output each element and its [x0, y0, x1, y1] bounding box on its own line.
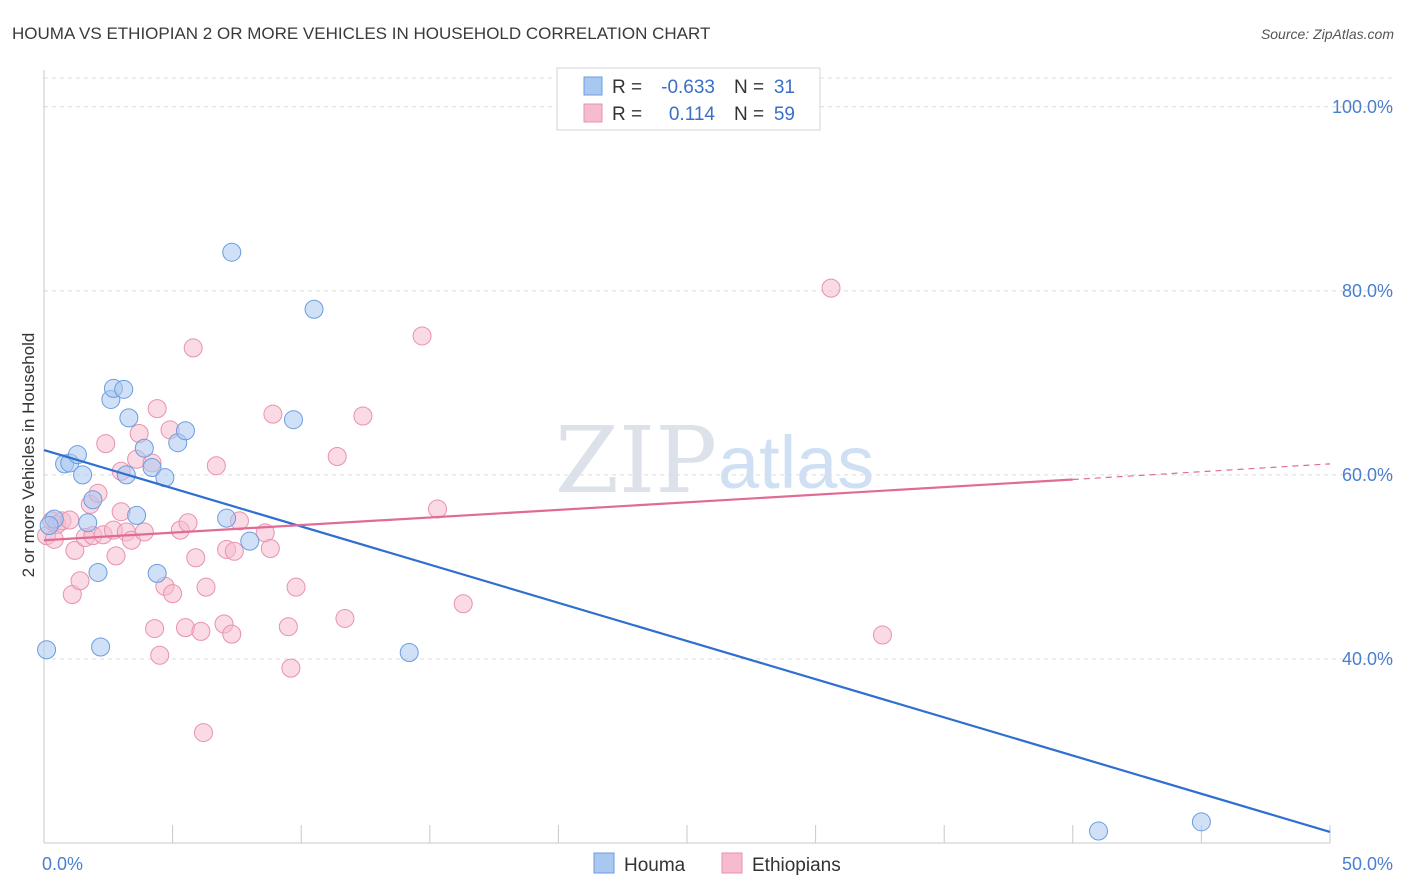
y-tick-label-3: 100.0%: [1332, 97, 1393, 117]
ethiopians-point-46: [263, 404, 283, 424]
houma-points: [37, 242, 1211, 841]
houma-point-8: [88, 562, 108, 582]
ethiopians-point-47: [278, 617, 298, 637]
y-tick-label-1: 60.0%: [1342, 465, 1393, 485]
ethiopians-point-7: [70, 571, 90, 591]
houma-point-15: [127, 505, 147, 525]
houma-point-27: [399, 643, 419, 663]
tick-labels: 40.0% 60.0% 80.0% 100.0% 0.0% 50.0%: [42, 97, 1393, 874]
ethiopians-legend-swatch: [583, 103, 603, 123]
houma-point-26: [304, 299, 324, 319]
ethiopians-point-51: [335, 608, 355, 628]
houma-n-label: N =: [734, 77, 764, 98]
watermark-zip: ZIP: [555, 407, 717, 514]
ethiopians-r-label: R =: [612, 104, 642, 125]
ethiopians-n-label: N =: [734, 104, 764, 125]
ethiopians-point-38: [206, 456, 226, 476]
ethiopians-points: [37, 278, 892, 743]
ethiopians-point-6: [65, 540, 85, 560]
ethiopians-bottom-swatch: [721, 852, 743, 874]
ethiopians-point-53: [412, 326, 432, 346]
houma-point-29: [1191, 812, 1211, 832]
houma-point-28: [1089, 821, 1109, 841]
series-legend: Houma Ethiopians: [593, 852, 841, 876]
ethiopians-point-24: [145, 619, 165, 639]
gridlines: [44, 77, 1392, 660]
y-axis-title: 2 or more Vehicles in Household: [19, 333, 38, 578]
houma-point-5: [73, 465, 93, 485]
ethiopians-point-34: [186, 548, 206, 568]
houma-legend-swatch: [583, 76, 603, 96]
ethiopians-bottom-label: Ethiopians: [752, 855, 841, 876]
ethiopians-r-value: 0.114: [669, 104, 716, 125]
houma-r-value: -0.633: [661, 77, 715, 98]
houma-point-22: [217, 508, 237, 528]
x-tick-label-1: 50.0%: [1342, 854, 1393, 874]
ethiopians-trend-line: [43, 478, 1073, 542]
houma-point-0: [37, 640, 57, 660]
chart-title: HOUMA VS ETHIOPIAN 2 OR MORE VEHICLES IN…: [12, 24, 710, 43]
ethiopians-point-49: [286, 577, 306, 597]
ethiopians-point-37: [196, 577, 216, 597]
ethiopians-point-41: [222, 624, 242, 644]
source-label: Source: ZipAtlas.com: [1261, 26, 1394, 42]
ethiopians-point-33: [183, 338, 203, 358]
ethiopians-n-value: 59: [774, 104, 795, 125]
y-tick-label-2: 80.0%: [1342, 281, 1393, 301]
houma-point-21: [175, 421, 195, 441]
stats-legend: R = -0.633 N = 31 R = 0.114 N = 59: [556, 67, 821, 131]
houma-point-12: [114, 379, 134, 399]
ethiopians-point-26: [150, 645, 170, 665]
ethiopians-point-17: [111, 502, 131, 522]
houma-point-6: [78, 513, 98, 533]
houma-r-label: R =: [612, 77, 642, 98]
houma-point-30: [39, 516, 59, 536]
y-tick-label-0: 40.0%: [1342, 649, 1393, 669]
axes: [43, 70, 1331, 844]
ethiopians-point-52: [353, 406, 373, 426]
ethiopians-point-42: [224, 541, 244, 561]
watermark-atlas: atlas: [718, 421, 874, 504]
ethiopians-point-15: [106, 546, 126, 566]
houma-point-16: [134, 438, 154, 458]
ethiopians-point-32: [178, 513, 198, 533]
ethiopians-point-31: [175, 618, 195, 638]
ethiopians-point-36: [193, 723, 213, 743]
houma-bottom-swatch: [593, 852, 615, 874]
ethiopians-point-45: [260, 539, 280, 559]
ethiopians-point-25: [147, 399, 167, 419]
ethiopians-point-22: [134, 522, 154, 542]
houma-trend-line: [43, 449, 1331, 834]
houma-point-14: [119, 408, 139, 428]
houma-point-17: [142, 458, 162, 478]
trend-lines: [43, 449, 1331, 834]
houma-bottom-label: Houma: [624, 855, 686, 876]
ethiopians-point-50: [327, 447, 347, 466]
houma-point-23: [222, 242, 242, 262]
ethiopians-point-48: [281, 658, 301, 678]
ethiopians-point-56: [821, 278, 841, 298]
ethiopians-point-57: [872, 625, 892, 645]
ethiopians-point-13: [96, 434, 116, 454]
ethiopians-point-55: [453, 594, 473, 614]
ethiopians-point-54: [428, 499, 448, 519]
ethiopians-point-29: [163, 584, 183, 604]
ethiopians-point-35: [191, 621, 211, 641]
houma-point-7: [83, 490, 103, 510]
houma-point-9: [91, 637, 111, 657]
houma-n-value: 31: [774, 77, 795, 98]
ethiopians-trend-extension: [1072, 463, 1331, 481]
houma-point-25: [283, 410, 303, 430]
houma-point-24: [240, 531, 260, 551]
x-tick-label-0: 0.0%: [42, 854, 83, 874]
houma-point-18: [147, 563, 167, 583]
